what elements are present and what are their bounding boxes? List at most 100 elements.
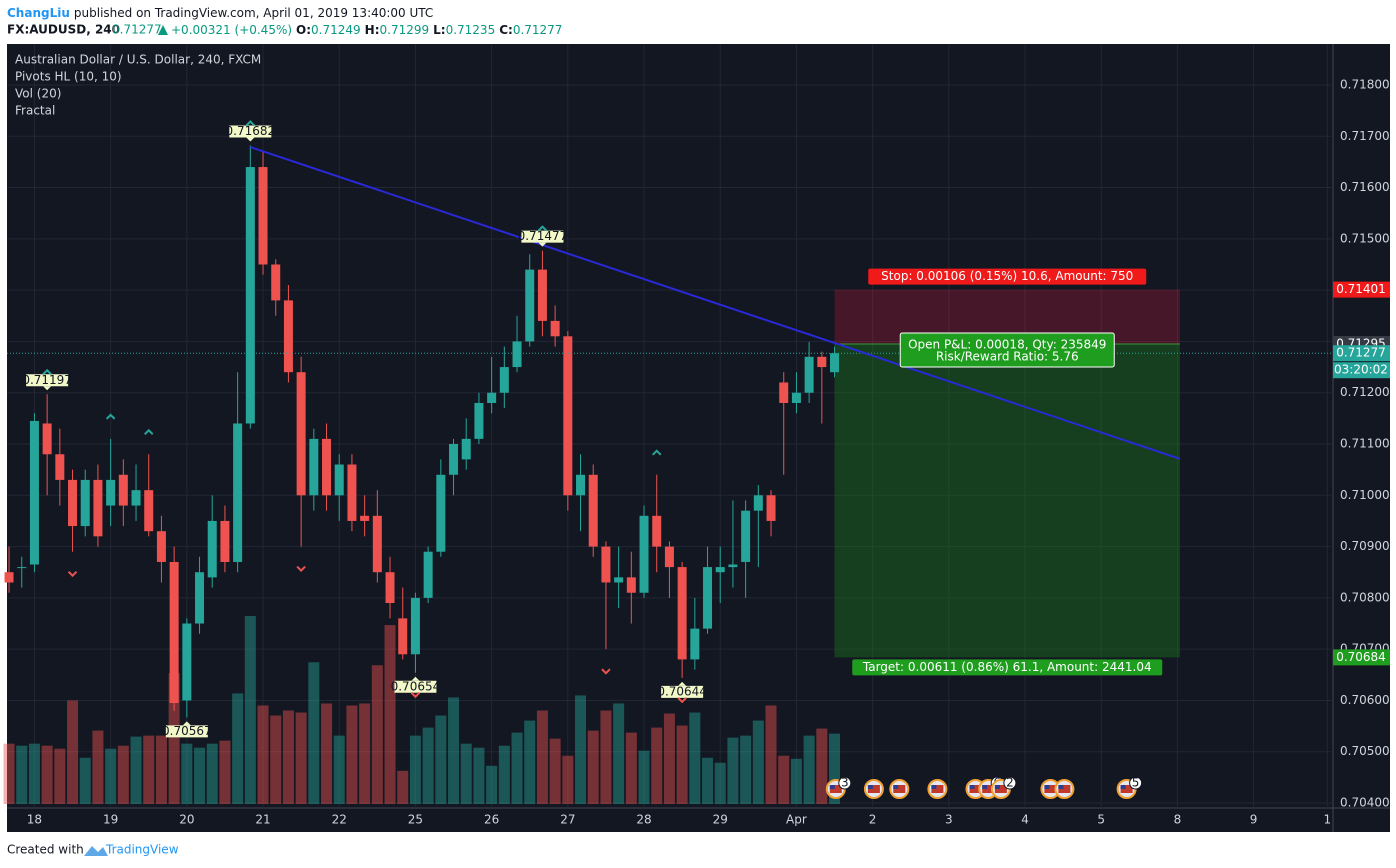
pnl-label-box	[899, 332, 1115, 368]
candle-body	[271, 264, 281, 301]
candle-body	[398, 618, 408, 655]
candle-body	[144, 490, 154, 532]
volume-bar	[536, 710, 548, 804]
volume-bar	[384, 625, 396, 804]
pivot-box	[26, 374, 69, 387]
candle-body	[766, 495, 776, 521]
event-flag	[969, 785, 982, 793]
event-flag	[893, 785, 899, 789]
candle-body	[830, 353, 840, 373]
candle-body	[664, 546, 674, 568]
brand[interactable]: TradingView	[105, 843, 179, 857]
candle-body	[474, 402, 484, 439]
event-flag	[867, 785, 873, 789]
y-tick-label: 0.70400	[1340, 796, 1390, 810]
price-tag-box	[1333, 649, 1390, 666]
legend-study[interactable]: Vol (20)	[15, 87, 61, 101]
y-tick-label: 0.71800	[1340, 77, 1390, 91]
candle-body	[80, 479, 90, 527]
y-tick-label: 0.70600	[1340, 693, 1390, 707]
candle-body	[68, 479, 78, 527]
volume-bar	[511, 732, 523, 804]
legend-study[interactable]: Pivots HL (10, 10)	[15, 70, 122, 84]
volume-bar	[702, 757, 714, 804]
volume-bar	[663, 713, 675, 804]
candle-body	[283, 300, 293, 373]
volume-bar	[549, 738, 561, 804]
event-flag	[829, 785, 835, 789]
candle-body	[703, 567, 713, 629]
volume-bar	[308, 662, 320, 804]
event-flag	[982, 785, 988, 789]
x-tick-label: 5	[1097, 813, 1105, 827]
volume-bar	[359, 703, 371, 804]
candle-body	[436, 474, 446, 552]
volume-bar	[257, 705, 269, 804]
volume-bar	[790, 758, 802, 804]
volume-bar	[651, 727, 663, 804]
volume-bar	[206, 743, 218, 804]
y-tick-label: 0.71100	[1340, 437, 1390, 451]
volume-bar	[625, 732, 637, 804]
price-tag-box	[1333, 281, 1390, 298]
volume-bar	[486, 765, 498, 804]
volume-bar	[270, 715, 282, 804]
countdown-box	[1333, 362, 1390, 379]
x-tick-label: 25	[408, 813, 423, 827]
event-flag	[1120, 785, 1126, 789]
fractal-up	[144, 428, 154, 435]
candle-body	[779, 382, 789, 403]
candle-body	[17, 567, 27, 569]
volume-bar	[321, 703, 333, 804]
volume-bar	[613, 703, 625, 804]
candle-body	[322, 438, 332, 496]
candle-body	[652, 515, 662, 547]
volume-bar	[778, 755, 790, 804]
candle-body	[677, 567, 687, 660]
event-flag	[994, 785, 1000, 789]
pivot-box	[521, 230, 564, 243]
change: +0.00321 (+0.45%)	[171, 23, 292, 37]
candle-body	[487, 392, 497, 403]
candle-body	[423, 551, 433, 598]
candle-body	[334, 464, 344, 496]
candle-body	[258, 167, 268, 265]
event-badge	[1003, 776, 1017, 790]
footer-text: Created with	[7, 843, 84, 857]
candle-body	[601, 546, 611, 583]
volume-bar	[117, 745, 129, 804]
candle-body	[220, 520, 230, 562]
pivot-label: 0.71682	[226, 124, 276, 138]
event-flag	[994, 785, 1007, 793]
volume-bar	[219, 740, 231, 804]
ohlc-value: 0.71299	[380, 23, 430, 37]
pivot-pointer	[182, 721, 191, 726]
stop-label: Stop: 0.00106 (0.15%) 10.6, Amount: 750	[881, 269, 1133, 283]
price-tag: 0.71277	[1336, 346, 1386, 360]
candle-body	[372, 515, 382, 573]
volume-bar	[524, 720, 536, 804]
volume-bar	[282, 710, 294, 804]
pivot-label: 0.70644	[657, 684, 707, 698]
volume-bar	[155, 735, 167, 804]
fractal-down	[410, 692, 421, 699]
volume-bar	[105, 748, 117, 804]
volume-bar	[168, 673, 180, 804]
volume-bar	[130, 736, 142, 804]
candle-body	[245, 167, 255, 424]
volume-bar	[67, 700, 79, 804]
pnl-label: Open P&L: 0.00018, Qty: 235849	[908, 337, 1106, 351]
event-flag	[1044, 785, 1050, 789]
ohlc-key: H:	[365, 23, 380, 37]
candle-body	[296, 372, 306, 496]
pivot-box	[661, 685, 704, 698]
author[interactable]: ChangLiu	[7, 6, 70, 20]
price-tag: 0.71401	[1336, 282, 1386, 296]
volume-bar	[79, 757, 91, 804]
event-badge	[838, 776, 852, 790]
fractal-up	[652, 449, 662, 456]
candle-body	[309, 438, 319, 496]
candle-body	[715, 567, 725, 573]
x-tick-label: 3	[945, 813, 953, 827]
legend-study[interactable]: Fractal	[15, 104, 55, 118]
